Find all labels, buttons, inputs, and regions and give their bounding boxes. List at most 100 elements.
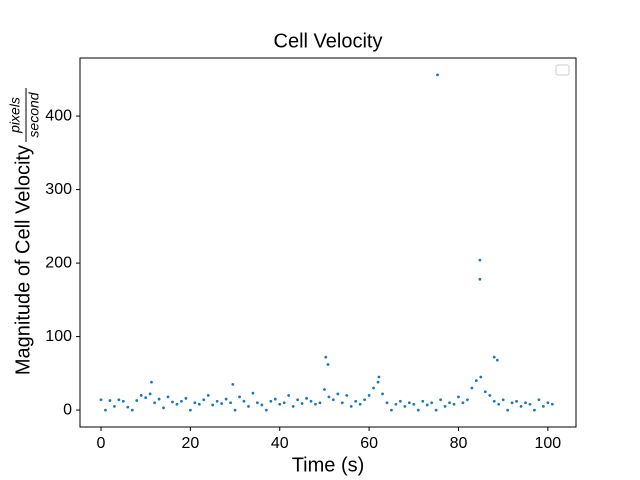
point	[130, 408, 134, 412]
point	[278, 402, 282, 406]
y-axis-label-denominator: second	[26, 91, 42, 137]
point	[314, 402, 317, 406]
point	[113, 405, 116, 408]
point	[358, 402, 362, 406]
point	[269, 399, 273, 403]
point	[99, 398, 103, 402]
point	[452, 402, 456, 406]
point	[188, 408, 192, 412]
point	[229, 401, 232, 405]
point	[193, 401, 197, 405]
point	[117, 398, 121, 402]
y-axis-label: Magnitude of Cell Velocity	[12, 145, 34, 375]
point	[180, 399, 183, 403]
point	[121, 399, 125, 403]
x-tick-label: 80	[450, 435, 468, 452]
point	[528, 402, 532, 406]
point	[541, 405, 545, 408]
x-tick-label: 60	[360, 435, 378, 452]
point	[220, 402, 224, 405]
point	[135, 399, 139, 402]
point	[144, 396, 148, 399]
point	[175, 402, 179, 406]
point	[363, 398, 367, 402]
point	[184, 396, 188, 400]
y-tick-label: 200	[45, 254, 72, 271]
point	[282, 401, 286, 405]
point	[255, 401, 259, 405]
point	[421, 399, 425, 403]
point	[550, 402, 554, 406]
point	[202, 398, 206, 402]
point	[247, 405, 250, 408]
point	[478, 277, 482, 281]
point	[492, 355, 496, 359]
x-tick-label: 40	[271, 435, 289, 452]
point	[483, 390, 487, 394]
point	[439, 398, 443, 402]
point	[501, 398, 505, 402]
point	[478, 258, 482, 262]
point	[264, 408, 268, 412]
y-tick-label: 400	[45, 107, 72, 124]
point	[104, 408, 107, 412]
point	[148, 392, 152, 396]
point	[474, 379, 478, 383]
point	[171, 400, 174, 404]
point	[390, 408, 393, 412]
y-tick-label: 100	[45, 328, 72, 345]
point	[394, 402, 398, 406]
point	[206, 393, 210, 397]
point	[108, 399, 112, 402]
point	[546, 401, 550, 405]
point	[233, 408, 237, 412]
point	[340, 401, 344, 405]
point	[479, 375, 483, 379]
point	[324, 355, 328, 359]
plot-frame	[79, 57, 577, 428]
point	[296, 398, 300, 402]
point	[376, 380, 380, 384]
point	[434, 408, 438, 412]
y-axis-label-numerator: pixels	[7, 97, 23, 134]
point	[326, 363, 330, 366]
point	[533, 408, 536, 412]
point	[407, 401, 411, 405]
point	[153, 401, 157, 405]
point	[430, 401, 434, 405]
point	[412, 402, 416, 406]
point	[215, 399, 219, 403]
point	[211, 403, 215, 407]
point	[273, 397, 277, 401]
point	[470, 386, 474, 390]
point	[305, 396, 308, 400]
point	[251, 391, 255, 395]
point	[367, 393, 371, 397]
point	[309, 399, 313, 403]
point	[506, 408, 510, 412]
point	[345, 393, 349, 397]
point	[291, 405, 295, 408]
point	[537, 398, 541, 402]
point	[260, 403, 264, 407]
point	[318, 401, 322, 405]
point	[495, 358, 499, 362]
point	[287, 393, 291, 397]
point	[139, 393, 143, 397]
point	[327, 395, 331, 399]
point	[126, 405, 130, 409]
point	[416, 408, 420, 412]
point	[323, 388, 326, 391]
point	[377, 375, 381, 379]
point	[224, 397, 228, 401]
point	[166, 395, 170, 399]
x-tick-label: 20	[181, 435, 199, 452]
point	[300, 402, 304, 405]
y-axis-label-group: Magnitude of Cell Velocity pixels second	[7, 88, 42, 375]
point	[448, 401, 451, 405]
point	[466, 398, 469, 402]
point	[436, 73, 439, 77]
point	[238, 395, 241, 399]
y-tick-label: 300	[45, 181, 72, 198]
